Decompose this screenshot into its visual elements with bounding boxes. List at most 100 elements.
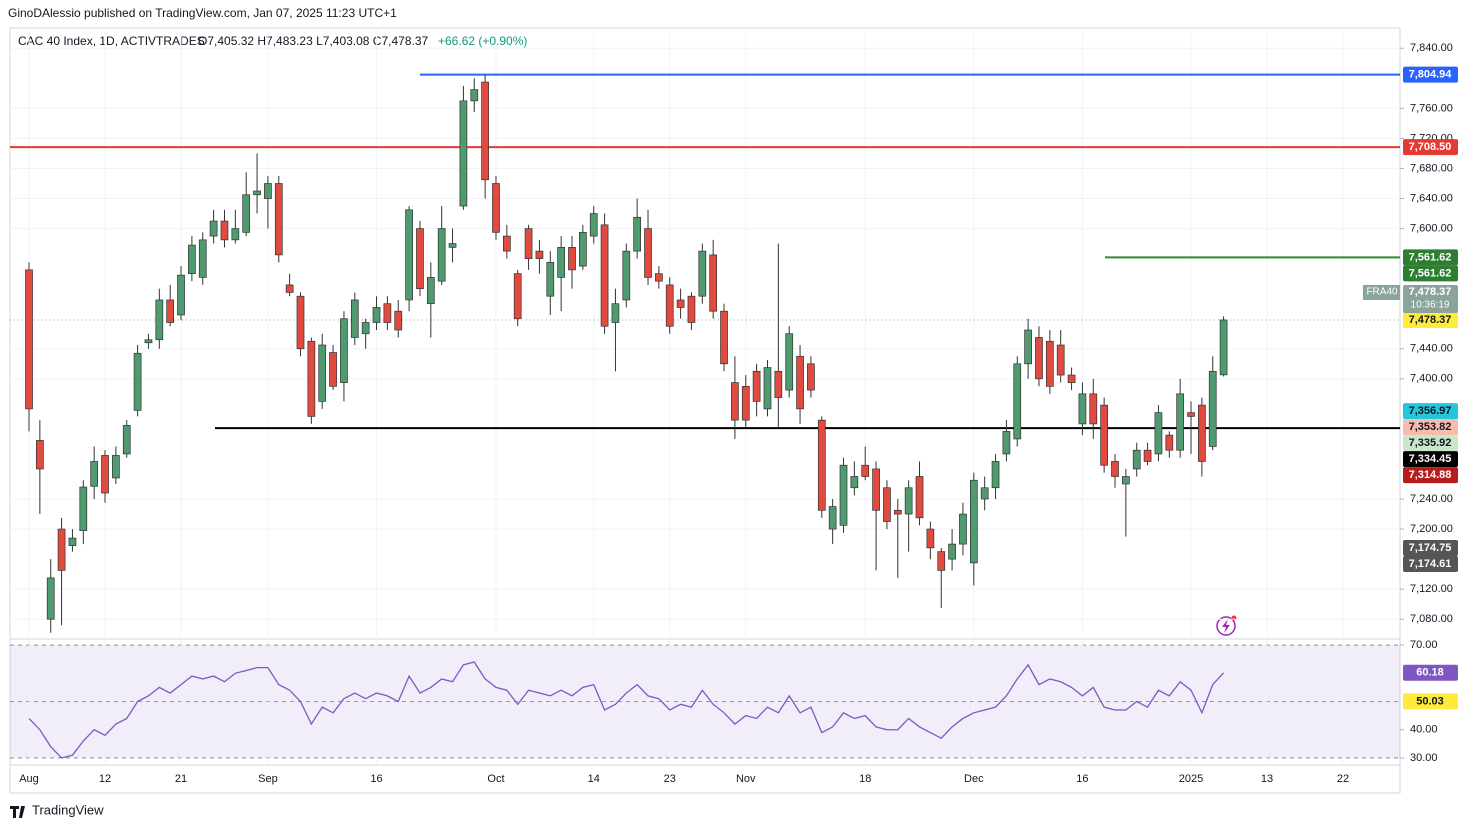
candle-body — [296, 295, 305, 350]
candle — [883, 480, 891, 530]
price-badge-text: 7,314.88 — [1409, 469, 1452, 481]
plot-frame — [9, 27, 1401, 794]
price-badge-text: 7,561.62 — [1409, 267, 1452, 279]
x-tick-label: 16 — [1076, 773, 1088, 785]
published-line: GinoDAlessio published on TradingView.co… — [8, 6, 397, 20]
candle-body — [655, 273, 663, 282]
candle — [1122, 468, 1130, 537]
candle — [1198, 397, 1206, 477]
candle — [980, 476, 989, 511]
rsi-band — [10, 645, 1400, 758]
price-badge-text: 7,174.61 — [1409, 558, 1452, 570]
candle — [350, 292, 359, 346]
candle-body — [980, 487, 989, 500]
candle — [568, 236, 576, 289]
candle — [655, 266, 663, 289]
candle-body — [665, 284, 674, 327]
candle — [459, 85, 468, 210]
rsi-badge-text: 50.03 — [1416, 695, 1444, 707]
candle — [524, 224, 533, 270]
candle — [90, 446, 99, 500]
candle — [959, 502, 967, 556]
rsi-badge-box — [1403, 693, 1458, 710]
price-badge-box — [1403, 419, 1458, 436]
price-badge: 7,174.75 — [1403, 540, 1458, 557]
candle-body — [524, 228, 533, 259]
x-tick-label: Aug — [19, 773, 39, 785]
candle — [741, 375, 750, 428]
candle — [1100, 397, 1108, 473]
candle — [188, 236, 196, 282]
candle — [1219, 316, 1228, 377]
candle — [785, 326, 794, 398]
candle — [177, 266, 185, 321]
ohlc-text: O7,405.32 H7,483.23 L7,403.08 C7,478.37 — [198, 34, 429, 48]
x-tick-label: 21 — [175, 773, 187, 785]
candle-body — [839, 464, 848, 526]
price-badge-text: 7,334.45 — [1409, 453, 1452, 465]
symbol-title: CAC 40 Index, 1D, ACTIVTRADES — [18, 34, 205, 48]
price-badge-box — [1403, 311, 1458, 328]
candle — [437, 206, 446, 285]
candle-body — [340, 318, 348, 383]
y-tick-label: 7,120.00 — [1410, 583, 1453, 595]
candle — [665, 277, 674, 334]
candle — [535, 239, 544, 274]
candle-body — [807, 363, 815, 391]
candle-body — [731, 382, 739, 421]
candle — [763, 360, 772, 417]
candle — [166, 284, 175, 327]
candle-body — [329, 352, 337, 387]
candle-body — [611, 303, 620, 323]
candle-body — [622, 250, 631, 301]
price-badge: 7,314.88 — [1403, 467, 1458, 484]
candle-body — [383, 303, 392, 323]
x-tick-label: 14 — [588, 773, 600, 785]
candle-body — [926, 528, 935, 549]
candle-body — [1013, 363, 1022, 440]
candle — [1111, 453, 1119, 488]
candle — [546, 251, 555, 315]
candle-body — [904, 487, 913, 515]
rsi-badge-text: 60.18 — [1416, 667, 1444, 679]
candle — [307, 337, 316, 424]
candle — [274, 175, 283, 263]
price-badge: 7,708.50 — [1403, 139, 1458, 156]
symbol-badge-box — [1363, 284, 1400, 300]
candle — [372, 296, 381, 330]
candle-body — [568, 247, 576, 271]
candle — [209, 209, 218, 244]
price-badge: 7,561.62 — [1403, 265, 1458, 282]
x-tick-label: 22 — [1337, 773, 1349, 785]
candle-body — [915, 476, 924, 519]
candle-body — [90, 461, 99, 487]
candle-body — [698, 250, 707, 297]
candle — [720, 303, 728, 372]
candle — [101, 450, 109, 503]
candle-body — [687, 295, 696, 323]
symbol-badge-name: FRA40 — [1366, 287, 1398, 298]
y-tick-label: 7,440.00 — [1410, 343, 1453, 355]
candle-body — [122, 425, 131, 455]
alert-icon[interactable] — [1216, 615, 1237, 636]
candle — [633, 198, 642, 259]
candle-body — [220, 220, 229, 241]
candle-body — [188, 244, 196, 275]
x-tick-label: Sep — [258, 773, 278, 785]
candle-body — [557, 247, 565, 278]
x-tick-label: Oct — [487, 773, 504, 785]
candle — [57, 517, 66, 626]
candle-body — [502, 235, 511, 252]
candle-body — [676, 299, 685, 308]
x-tick-label: 16 — [370, 773, 382, 785]
candle — [502, 224, 511, 259]
candle — [253, 153, 261, 214]
candle-body — [579, 231, 587, 267]
price-plot — [10, 73, 1400, 633]
price-badge: 7,353.82 — [1403, 419, 1458, 436]
candle-body — [1078, 393, 1087, 425]
candle-body — [1002, 431, 1011, 455]
candle — [872, 461, 880, 571]
candle — [698, 243, 707, 304]
